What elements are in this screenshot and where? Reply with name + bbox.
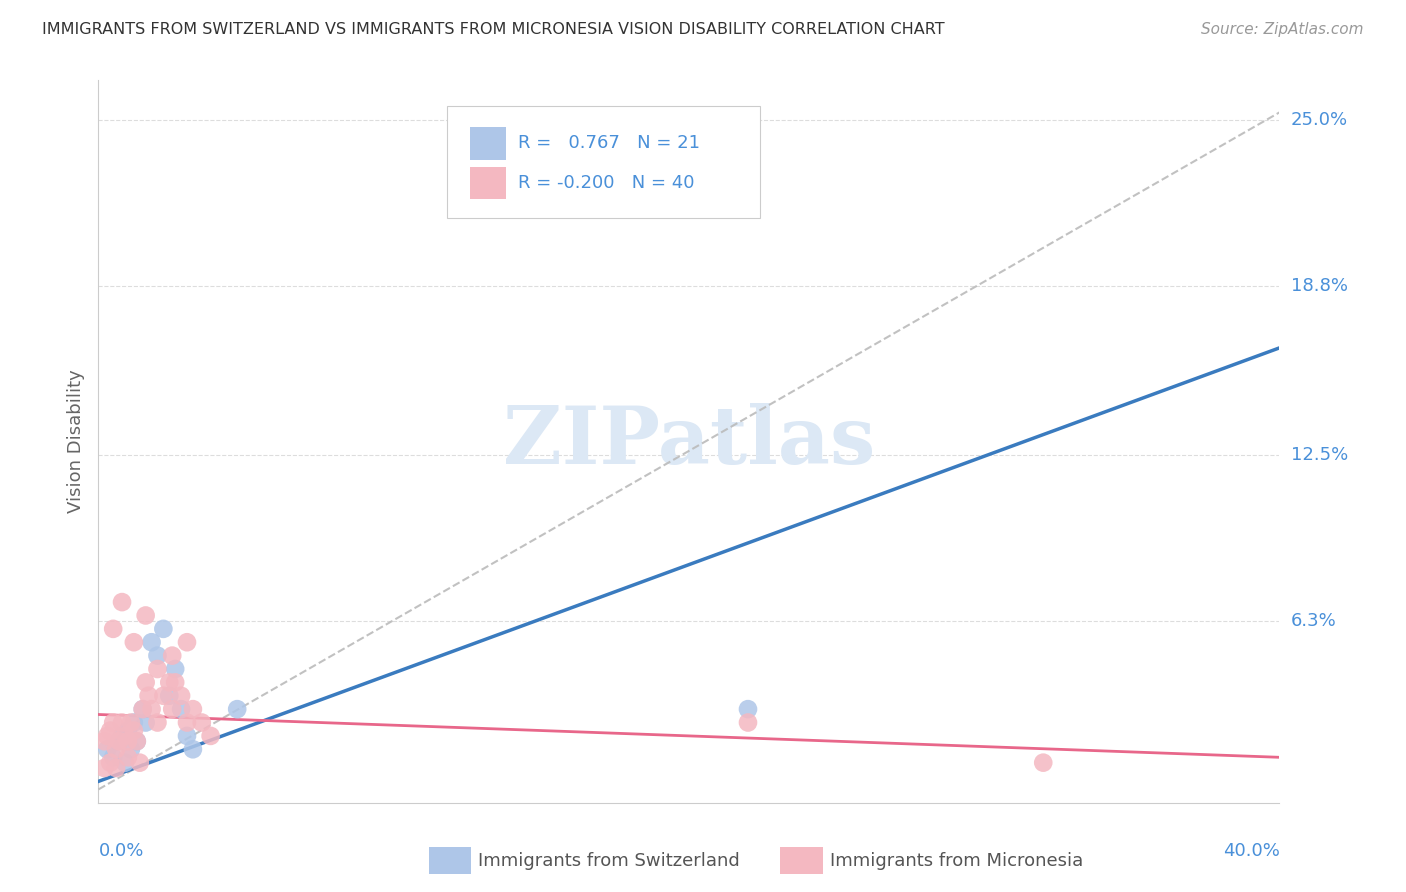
- Point: [737, 702, 759, 716]
- Point: [103, 715, 125, 730]
- Point: [132, 702, 155, 716]
- Point: [93, 761, 115, 775]
- Point: [96, 729, 118, 743]
- Point: [105, 742, 128, 756]
- Point: [181, 742, 204, 756]
- Point: [146, 648, 169, 663]
- Point: [122, 635, 145, 649]
- Point: [170, 702, 193, 716]
- Point: [111, 595, 134, 609]
- Point: [181, 702, 204, 716]
- Point: [103, 750, 125, 764]
- Point: [103, 622, 125, 636]
- Point: [117, 734, 139, 748]
- Point: [125, 734, 148, 748]
- Y-axis label: Vision Disability: Vision Disability: [66, 369, 84, 514]
- Point: [96, 742, 118, 756]
- Point: [98, 756, 121, 770]
- Text: Source: ZipAtlas.com: Source: ZipAtlas.com: [1201, 22, 1364, 37]
- Point: [108, 734, 131, 748]
- Point: [176, 715, 198, 730]
- Text: 0.0%: 0.0%: [98, 842, 143, 860]
- Point: [120, 715, 142, 730]
- Point: [162, 648, 183, 663]
- Point: [737, 715, 759, 730]
- Point: [125, 734, 148, 748]
- Point: [98, 723, 121, 738]
- Point: [146, 715, 169, 730]
- Text: R =   0.767   N = 21: R = 0.767 N = 21: [517, 134, 700, 153]
- Point: [165, 662, 187, 676]
- Point: [122, 715, 145, 730]
- Point: [162, 702, 183, 716]
- Point: [146, 662, 169, 676]
- Point: [111, 715, 134, 730]
- Point: [135, 715, 157, 730]
- Text: 18.8%: 18.8%: [1291, 277, 1347, 295]
- Text: 6.3%: 6.3%: [1291, 612, 1336, 630]
- Point: [165, 675, 187, 690]
- Point: [138, 689, 160, 703]
- Point: [176, 635, 198, 649]
- Point: [141, 635, 163, 649]
- Point: [117, 750, 139, 764]
- Text: Immigrants from Switzerland: Immigrants from Switzerland: [478, 852, 740, 870]
- Point: [120, 742, 142, 756]
- Point: [111, 729, 134, 743]
- Point: [176, 729, 198, 743]
- Bar: [471, 167, 506, 200]
- Point: [105, 761, 128, 775]
- Text: IMMIGRANTS FROM SWITZERLAND VS IMMIGRANTS FROM MICRONESIA VISION DISABILITY CORR: IMMIGRANTS FROM SWITZERLAND VS IMMIGRANT…: [42, 22, 945, 37]
- Text: R = -0.200   N = 40: R = -0.200 N = 40: [517, 174, 695, 192]
- Point: [1032, 756, 1054, 770]
- Point: [117, 723, 139, 738]
- Point: [152, 622, 174, 636]
- Point: [114, 756, 136, 770]
- Point: [114, 729, 136, 743]
- Bar: [471, 128, 506, 160]
- Point: [152, 689, 174, 703]
- Point: [191, 715, 214, 730]
- Point: [135, 608, 157, 623]
- Text: 25.0%: 25.0%: [1291, 112, 1348, 129]
- Point: [141, 702, 163, 716]
- FancyBboxPatch shape: [447, 105, 759, 218]
- Point: [200, 729, 222, 743]
- Point: [170, 689, 193, 703]
- Text: 12.5%: 12.5%: [1291, 446, 1348, 464]
- Point: [108, 734, 131, 748]
- Point: [135, 675, 157, 690]
- Point: [157, 689, 180, 703]
- Point: [93, 734, 115, 748]
- Point: [157, 675, 180, 690]
- Point: [128, 756, 150, 770]
- Point: [122, 723, 145, 738]
- Text: Immigrants from Micronesia: Immigrants from Micronesia: [830, 852, 1083, 870]
- Text: 40.0%: 40.0%: [1223, 842, 1279, 860]
- Point: [132, 702, 155, 716]
- Text: ZIPatlas: ZIPatlas: [503, 402, 875, 481]
- Point: [226, 702, 249, 716]
